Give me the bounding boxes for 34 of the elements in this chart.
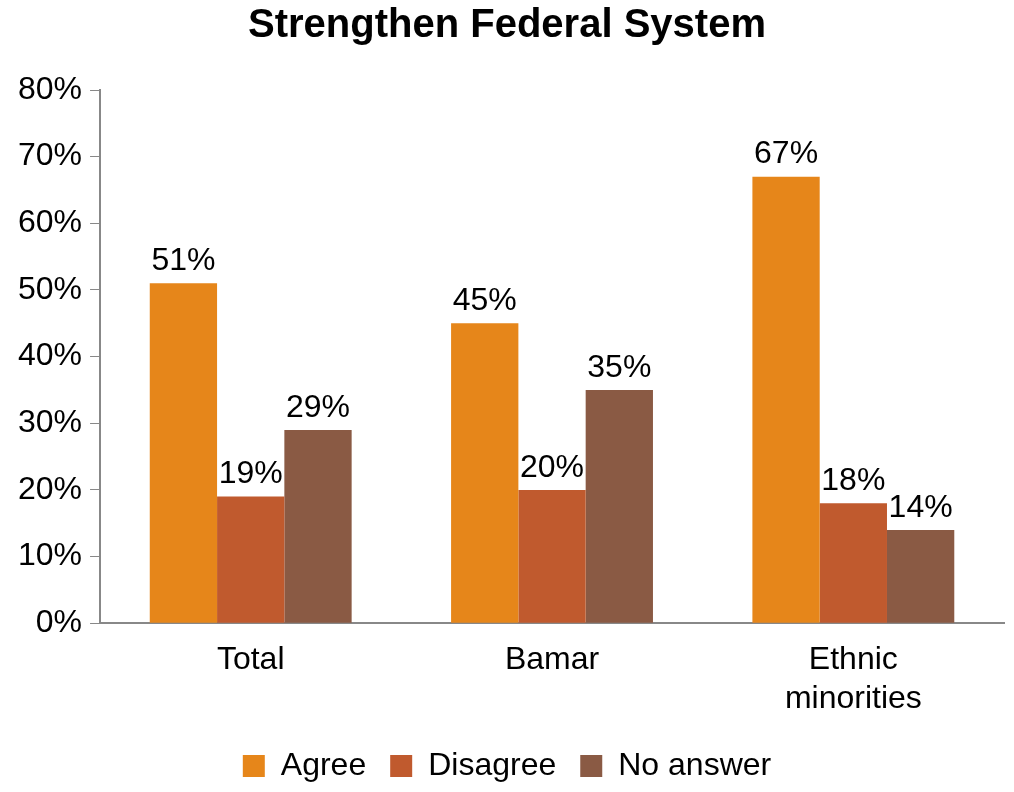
y-tick-label: 70% xyxy=(18,136,83,173)
data-label: 29% xyxy=(285,387,351,424)
y-tick-label: 80% xyxy=(18,69,83,106)
y-tick-label: 40% xyxy=(18,336,83,373)
y-tick-label: 20% xyxy=(18,469,83,506)
y-tick-label: 10% xyxy=(18,536,83,573)
bar xyxy=(819,503,887,623)
data-label: 35% xyxy=(587,347,652,384)
legend-label: No answer xyxy=(618,745,772,782)
y-tick-label: 60% xyxy=(18,203,83,240)
bar xyxy=(284,429,352,623)
data-label: 67% xyxy=(754,134,819,171)
data-label: 45% xyxy=(452,281,517,318)
y-tick-label: 30% xyxy=(18,403,83,440)
bar xyxy=(886,529,955,623)
bar xyxy=(217,496,285,623)
bar xyxy=(518,489,586,623)
y-tick-label: 0% xyxy=(35,603,83,640)
x-tick-label: Bamar xyxy=(504,640,600,677)
legend-label: Disagree xyxy=(428,745,557,782)
x-tick-label: Total xyxy=(216,640,285,677)
bar xyxy=(149,283,218,623)
chart-title: Strengthen Federal System xyxy=(248,1,766,46)
y-tick-label: 50% xyxy=(18,269,83,306)
x-tick-label: Ethnic minorities xyxy=(784,640,922,715)
data-label: 51% xyxy=(151,241,216,278)
bar xyxy=(752,176,820,623)
bar xyxy=(451,323,519,623)
data-label: 18% xyxy=(821,461,886,498)
data-label: 14% xyxy=(888,487,953,524)
bar xyxy=(585,389,653,623)
legend-label: Agree xyxy=(280,745,367,782)
data-label: 19% xyxy=(218,454,283,491)
data-label: 20% xyxy=(520,447,585,484)
